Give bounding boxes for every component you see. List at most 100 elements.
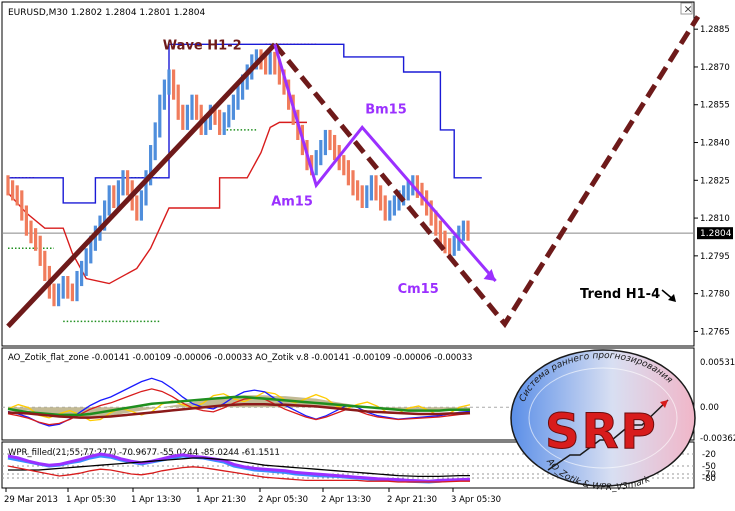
price-bar [392,195,396,216]
price-bar [268,51,272,75]
price-bar [374,175,378,201]
ao-zone-area [8,395,470,418]
ao-axis: 0.00531 0.00 -0.00362 [700,358,735,444]
price-bar [126,170,130,196]
price-bar [264,54,268,75]
price-bar [190,94,194,120]
price-bar [236,84,240,110]
ao-tick-label: 0.00531 [700,358,735,368]
price-bar [231,94,235,120]
price-bar [314,150,318,176]
wave-label: Cm15 [398,282,439,297]
time-tick-label: 2 Apr 13:30 [321,495,371,505]
price-bar [208,104,212,130]
price-bar [241,74,245,100]
price-bar [346,160,350,186]
price-bar [443,230,447,254]
price-bar [20,190,24,221]
price-bar [103,200,107,231]
srp-logo: Система раннего прогнозирования AO_Zotik… [510,349,696,493]
price-bar [144,170,148,206]
time-tick-label: 3 Apr 05:30 [451,495,501,505]
price-bar [93,225,97,251]
price-bar [112,185,116,208]
price-bar [24,205,28,236]
wave-label: Bm15 [365,102,407,117]
wpr-tick-label: -50 [702,462,716,472]
price-tick-label: 1.2780 [700,290,730,300]
price-bar [333,134,337,161]
price-bar [369,175,373,201]
price-tick-label: 1.2765 [700,327,730,337]
price-bar [172,69,176,100]
price-bar [222,112,226,135]
price-bar [360,185,364,208]
close-icon: × [684,3,693,16]
price-bar [139,190,143,221]
price-bar [383,195,387,221]
price-bar [452,235,456,256]
wave-label: Am15 [271,194,313,209]
logo-ellipse [510,349,696,487]
price-bar [434,210,438,236]
time-tick-label: 1 Apr 13:30 [131,495,181,505]
wpr-line [7,452,471,483]
price-bar [43,250,47,282]
price-bar [204,114,208,135]
price-bar [158,94,162,138]
price-bar [84,248,88,276]
current-price-label: 1.2804 [700,229,732,239]
price-bar [162,79,166,110]
price-bar [6,175,10,196]
price-bar [461,220,465,241]
symbol-header: EURUSD,M30 1.2802 1.2804 1.2801 1.2804 [8,8,206,18]
price-bar [34,228,38,251]
price-tick-label: 1.2855 [700,101,730,111]
price-bar [121,170,125,196]
price-bar [227,104,231,128]
ao-tick-label: -0.00362 [700,434,735,444]
price-bar [402,185,406,206]
price-bar [89,235,93,264]
ao-signal-line [7,388,471,426]
price-bar [379,185,383,211]
price-bar [388,200,392,221]
price-tick-label: 1.2885 [700,25,730,35]
price-bars [6,49,470,307]
price-bar [397,190,401,211]
price-bar [80,260,84,287]
price-bar [135,195,139,221]
ao-series [2,377,694,427]
price-bar [429,200,433,226]
price-bar [185,104,189,130]
price-bar [57,283,61,307]
wave-label: Trend H1-4 [580,287,660,302]
ao-flat-line [7,395,470,417]
price-bar [116,180,120,208]
time-tick-label: 29 Mar 2013 [4,495,58,505]
price-bar [107,185,111,216]
wave-labels: Wave H1-2 Bm15 Am15 Cm15 Trend H1-4 [163,38,660,302]
price-bar [52,283,56,307]
wpr-tick-label: -70 [702,470,716,480]
close-button[interactable]: × [680,2,693,16]
price-bar [61,276,65,299]
price-bar [195,94,199,120]
time-tick-label: 1 Apr 21:30 [196,495,246,505]
price-bar [406,180,410,201]
price-tick-label: 1.2840 [700,139,730,149]
middle-channel-line [7,121,307,285]
logo-letters: SRP [545,404,658,460]
upper-channel-line [8,43,482,204]
price-bar [75,270,79,302]
channel-lines [7,43,482,285]
abc-correction-line [273,43,497,283]
price-bar [351,170,355,196]
price-bar [282,69,286,95]
price-bar [167,69,171,95]
price-bar [213,104,217,125]
price-bar [176,84,180,120]
price-bar [438,220,442,246]
